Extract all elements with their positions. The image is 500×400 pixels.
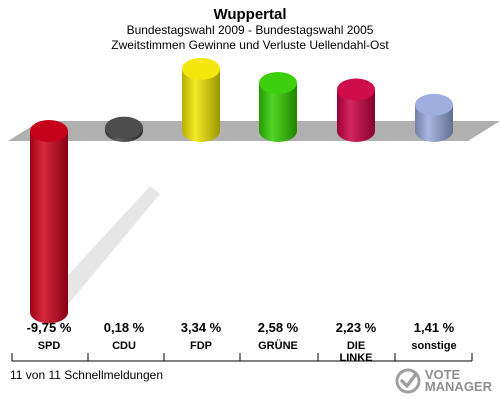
- value-label: 2,23 %: [336, 320, 377, 335]
- bar-spd: [30, 120, 68, 324]
- logo-text-vote: VOTE: [424, 367, 461, 382]
- bar-die-linke: [337, 78, 375, 142]
- category-label: sonstige: [411, 340, 456, 352]
- value-labels: -9,75 % 0,18 % 3,34 % 2,58 % 2,23 % 1,41 %: [27, 320, 455, 335]
- baseline-band: [8, 121, 500, 314]
- chart-subtitle-line-2: Zweitstimmen Gewinne und Verluste Uellen…: [111, 38, 389, 52]
- logo-text-manager: MANAGER: [424, 379, 492, 394]
- value-label: 3,34 %: [181, 320, 222, 335]
- category-label: SPD: [38, 340, 61, 352]
- bar-sonstige: [415, 93, 453, 142]
- category-label: CDU: [112, 340, 136, 352]
- vote-manager-logo: VOTE MANAGER: [395, 368, 492, 394]
- bars: [30, 57, 453, 324]
- category-label: LINKE: [340, 352, 373, 364]
- chart-subtitle-line-1: Bundestagswahl 2009 - Bundestagswahl 200…: [127, 23, 374, 37]
- value-label: 0,18 %: [104, 320, 145, 335]
- category-label: GRÜNE: [258, 339, 298, 352]
- bar-cdu: [105, 116, 143, 142]
- bar-fdp: [182, 57, 220, 142]
- value-label: -9,75 %: [27, 320, 72, 335]
- value-label: 2,58 %: [258, 320, 299, 335]
- category-label: FDP: [190, 340, 212, 352]
- footer-status: 11 von 11 Schnellmeldungen: [10, 368, 163, 382]
- category-label: DIE: [347, 340, 365, 352]
- vote-manager-logo-icon: [395, 368, 421, 394]
- bar-grüne: [259, 72, 297, 142]
- chart-title: Wuppertal: [213, 6, 286, 23]
- value-label: 1,41 %: [414, 320, 455, 335]
